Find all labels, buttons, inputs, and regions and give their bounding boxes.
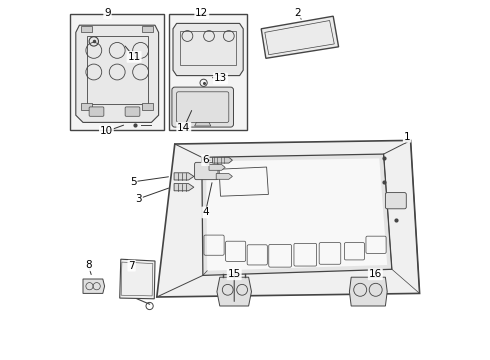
Polygon shape	[261, 16, 339, 58]
Polygon shape	[217, 277, 251, 306]
Polygon shape	[173, 23, 243, 76]
Text: 15: 15	[227, 269, 241, 279]
FancyBboxPatch shape	[89, 107, 104, 116]
Bar	[143, 103, 153, 110]
Text: 6: 6	[202, 155, 209, 165]
Text: 5: 5	[130, 177, 137, 187]
FancyBboxPatch shape	[195, 162, 218, 180]
Bar	[71, 14, 164, 130]
Polygon shape	[174, 173, 194, 180]
Polygon shape	[157, 140, 419, 297]
Polygon shape	[76, 25, 159, 122]
FancyBboxPatch shape	[172, 87, 233, 127]
Polygon shape	[83, 279, 104, 293]
Text: 13: 13	[214, 73, 227, 84]
Polygon shape	[216, 174, 232, 179]
Text: 1: 1	[404, 132, 410, 142]
Text: 12: 12	[195, 8, 208, 18]
Text: 9: 9	[104, 8, 111, 18]
Text: 8: 8	[85, 260, 92, 270]
FancyBboxPatch shape	[386, 193, 406, 209]
Polygon shape	[206, 158, 387, 271]
Text: 16: 16	[368, 269, 382, 279]
Bar	[81, 26, 92, 32]
Text: 14: 14	[177, 123, 191, 133]
Polygon shape	[195, 122, 211, 126]
Text: 3: 3	[136, 194, 142, 204]
Polygon shape	[349, 277, 387, 306]
Text: 10: 10	[100, 126, 113, 136]
Polygon shape	[120, 259, 155, 299]
Text: 2: 2	[294, 8, 300, 18]
Bar	[170, 14, 247, 130]
Polygon shape	[213, 157, 232, 163]
Polygon shape	[209, 165, 225, 170]
Text: 7: 7	[128, 261, 135, 271]
Bar	[81, 103, 92, 110]
Polygon shape	[202, 154, 392, 275]
FancyBboxPatch shape	[125, 107, 140, 116]
Polygon shape	[174, 184, 194, 191]
Text: 4: 4	[202, 207, 209, 217]
Bar	[143, 26, 153, 32]
Text: 11: 11	[127, 52, 141, 62]
